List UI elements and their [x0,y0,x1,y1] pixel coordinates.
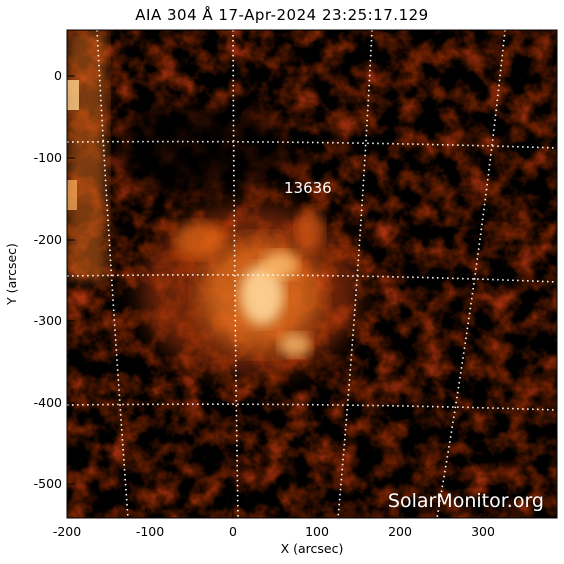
region-number-label: 13636 [284,179,332,197]
y-tick-label: -400 [34,395,62,410]
y-tick-label: -300 [34,313,62,328]
x-tick-label: 200 [388,524,412,539]
y-tick-label: -500 [34,476,62,491]
y-axis-title: Y (arcsec) [4,243,19,306]
y-tick-label: -200 [34,232,62,247]
y-tick-label: -100 [34,150,62,165]
aia-image [67,30,557,518]
watermark: SolarMonitor.org [388,490,544,512]
x-tick-label: -100 [136,524,164,539]
plot-frame [66,29,558,519]
x-tick-label: 300 [471,524,495,539]
x-tick-label: 0 [229,524,237,539]
image-title: AIA 304 Å 17-Apr-2024 23:25:17.129 [135,6,429,24]
x-tick-label: -200 [53,524,81,539]
x-axis [66,510,484,518]
x-tick-label: 100 [305,524,329,539]
y-tick-label: 0 [54,68,62,83]
active-region-glow [140,205,360,375]
x-axis-title: X (arcsec) [281,541,344,556]
y-axis [67,75,75,485]
coordinate-grid [67,30,557,518]
